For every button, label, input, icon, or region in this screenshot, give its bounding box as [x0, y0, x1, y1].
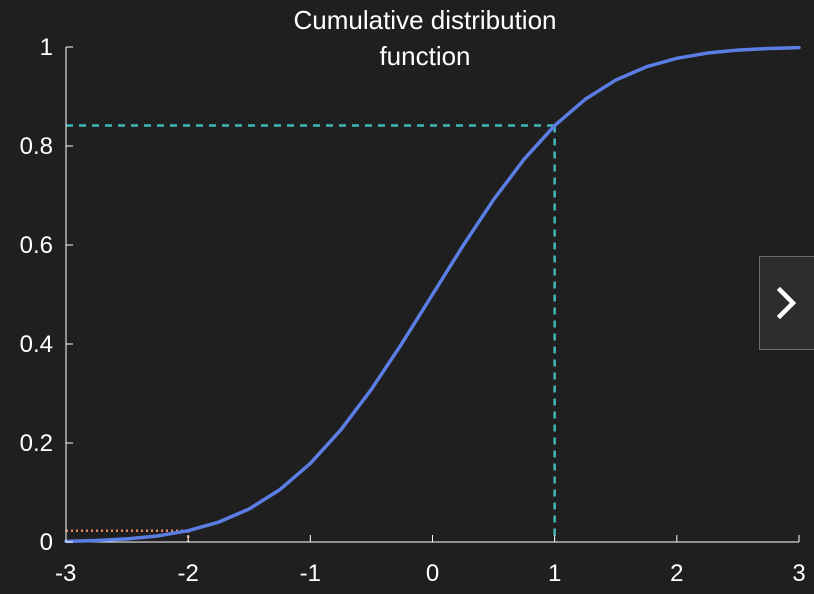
chevron-right-icon	[776, 286, 797, 320]
y-tick-label: 0.2	[20, 430, 53, 457]
y-tick-label: 0.4	[20, 331, 53, 358]
x-tick-label: 2	[670, 560, 683, 587]
y-tick-label: 1	[40, 34, 53, 61]
x-tick-label: -2	[177, 560, 198, 587]
cdf-curve-group	[64, 45, 801, 544]
y-axis-ticks: 0 0.2 0.4 0.6 0.8 1	[20, 34, 73, 556]
chart-title-line-2: function	[379, 41, 470, 71]
x-tick-label: 1	[548, 560, 561, 587]
cdf-line	[64, 45, 801, 544]
x-tick-label: -1	[300, 560, 321, 587]
y-tick-label: 0.8	[20, 133, 53, 160]
annotation-guides	[66, 124, 556, 542]
x-axis-ticks: -3 -2 -1 0 1 2 3	[55, 535, 806, 587]
x-tick-label: -3	[55, 560, 76, 587]
next-button[interactable]	[759, 256, 814, 350]
x-tick-label: 0	[426, 560, 439, 587]
y-tick-label: 0	[40, 529, 53, 556]
chart-title-line-1: Cumulative distribution	[293, 5, 556, 35]
x-tick-label: 3	[792, 560, 805, 587]
y-tick-label: 0.6	[20, 232, 53, 259]
